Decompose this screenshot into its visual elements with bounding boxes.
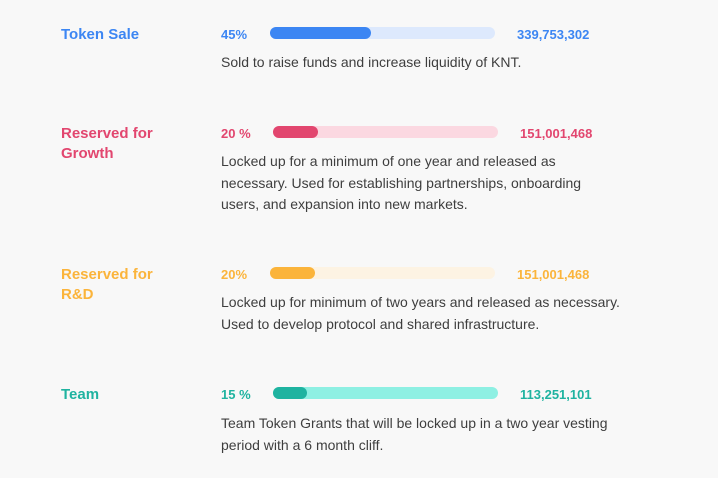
allocation-description: Team Token Grants that will be locked up…: [221, 415, 608, 453]
allocation-progress-fill: [270, 27, 372, 39]
allocation-amount: 151,001,468: [517, 267, 590, 282]
allocation-progress-fill: [270, 267, 315, 279]
allocation-description: Locked up for minimum of two years and r…: [221, 294, 620, 332]
allocation-amount: 339,753,302: [517, 27, 590, 42]
allocation-progress-track: [270, 27, 495, 39]
allocation-percent: 15 %: [221, 387, 251, 402]
allocation-title: Team: [61, 386, 100, 403]
allocation-percent: 20 %: [221, 126, 251, 141]
allocation-title: Token Sale: [61, 26, 140, 43]
allocation-description: Sold to raise funds and increase liquidi…: [221, 54, 522, 70]
allocation-amount: 151,001,468: [520, 126, 593, 141]
allocation-title: Reserved for R&D: [61, 266, 153, 303]
allocation-percent: 20%: [221, 267, 248, 282]
allocation-amount: 113,251,101: [520, 387, 592, 402]
allocation-progress-fill: [273, 387, 307, 399]
allocation-progress-fill: [273, 126, 318, 138]
allocation-progress-track: [270, 267, 495, 279]
allocation-progress-track: [273, 387, 498, 399]
allocation-description: Locked up for a minimum of one year and …: [221, 153, 582, 212]
allocation-percent: 45%: [221, 27, 248, 42]
allocation-progress-track: [273, 126, 498, 138]
allocation-title: Reserved for Growth: [61, 125, 153, 162]
